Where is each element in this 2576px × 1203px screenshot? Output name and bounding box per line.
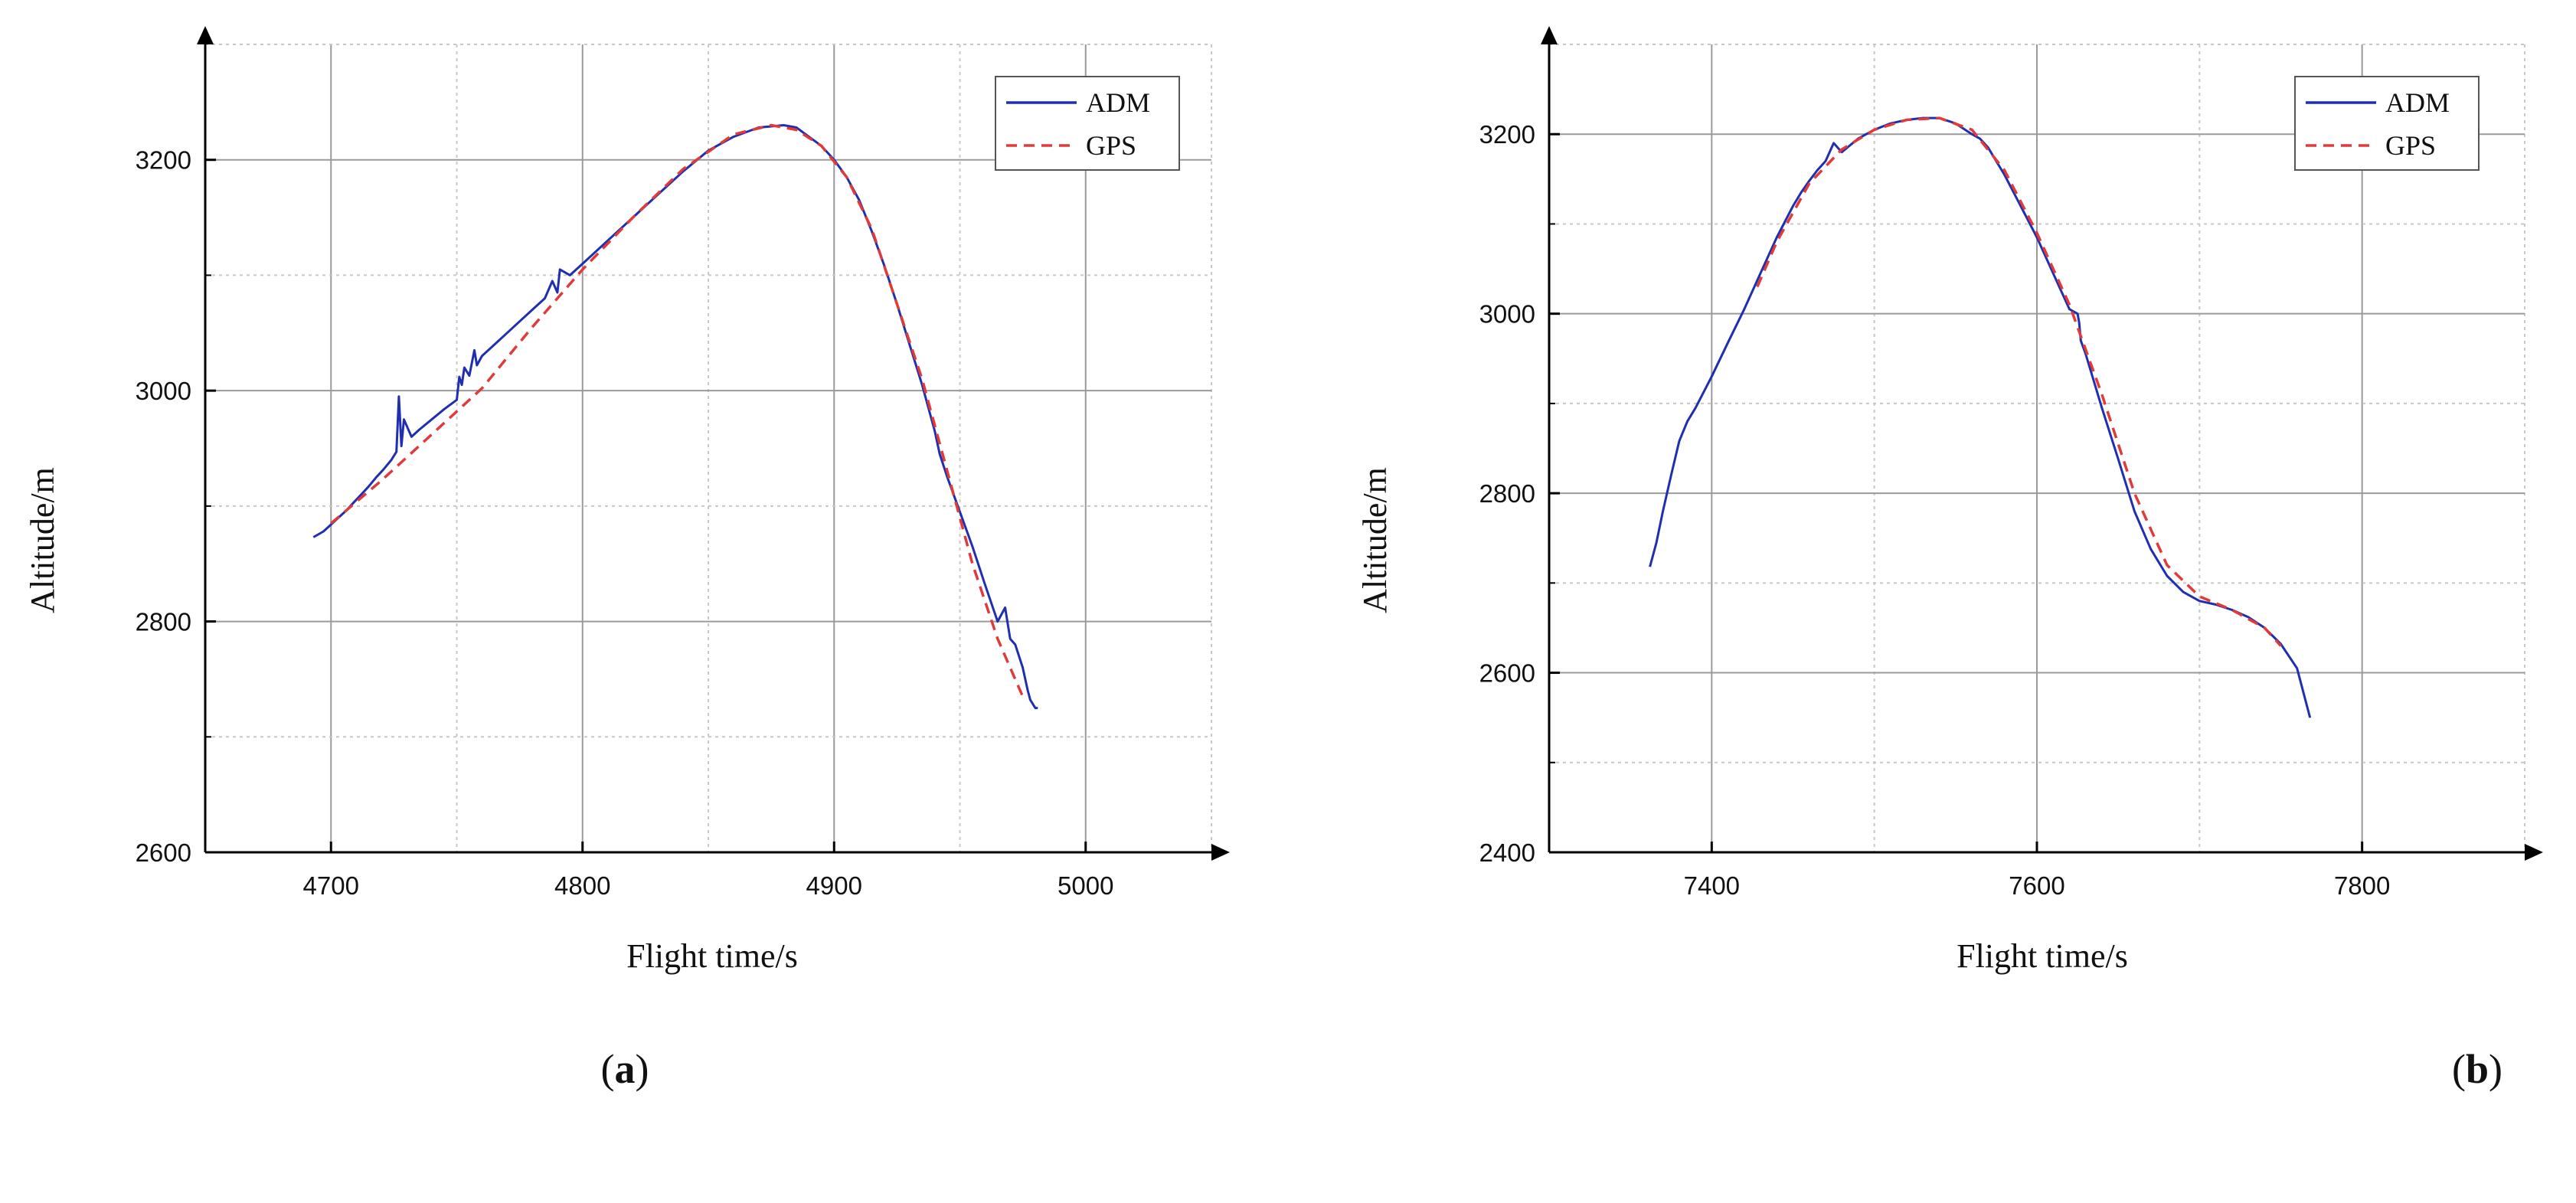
legend-box (2294, 76, 2480, 171)
x-axis-arrow-icon (2525, 844, 2543, 861)
x-tick-label: 7800 (2334, 871, 2390, 900)
y-tick-label: 3000 (136, 377, 191, 405)
x-axis-title: Flight time/s (626, 937, 798, 975)
x-tick-label: 4700 (303, 871, 359, 900)
x-tick-label: 7600 (2009, 871, 2064, 900)
chart-a: 4700 4800 4900 5000 2600 2800 3000 3200 Flight t… (24, 26, 1230, 975)
x-tick-label: 4800 (554, 871, 610, 900)
chart-panel-b: 7400 7600 7800 2400 2600 2800 3000 3200 Flight t… (1288, 0, 2576, 1203)
chart-b: 7400 7600 7800 2400 2600 2800 3000 3200 Flight t… (1356, 26, 2543, 975)
series-line-gps (330, 123, 1025, 698)
y-tick-label: 2400 (1479, 839, 1535, 867)
legend-box (995, 76, 1180, 171)
legend-label-adm: ADM (2385, 87, 2450, 118)
y-tick-label: 3200 (136, 146, 191, 175)
legend-label-gps: GPS (1086, 130, 1136, 161)
y-tick-label: 2600 (136, 839, 191, 867)
x-tick-label: 4900 (806, 871, 862, 900)
y-tick-label: 3200 (1479, 120, 1535, 149)
y-tick-label: 2800 (1479, 479, 1535, 508)
y-axis-title: Altitude/m (24, 467, 61, 613)
y-axis-title: Altitude/m (1356, 467, 1394, 613)
x-axis-arrow-icon (1211, 844, 1230, 861)
series-line-adm (1649, 116, 2312, 718)
y-tick-label: 2600 (1479, 659, 1535, 688)
series-line-gps (1756, 116, 2282, 647)
panel-label-b: (b) (2451, 1046, 2502, 1092)
x-tick-label: 7400 (1684, 871, 1740, 900)
x-tick-label: 5000 (1058, 871, 1113, 900)
y-tick-label: 3000 (1479, 300, 1535, 329)
panel-label-a: (a) (600, 1046, 649, 1092)
legend-label-adm: ADM (1086, 87, 1150, 118)
chart-panel-a: 4700 4800 4900 5000 2600 2800 3000 3200 Flight t… (24, 26, 1230, 1092)
x-axis-title: Flight time/s (1957, 937, 2128, 975)
series-line-adm (312, 124, 1038, 710)
y-tick-label: 2800 (136, 608, 191, 636)
y-axis-arrow-icon (197, 26, 214, 44)
legend-label-gps: GPS (2385, 130, 2436, 161)
y-axis-arrow-icon (1541, 26, 1558, 44)
